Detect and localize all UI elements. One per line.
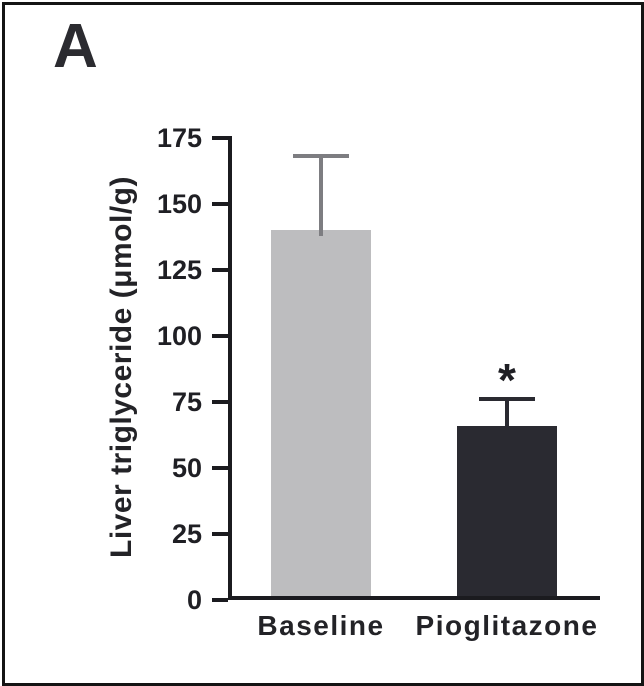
y-tick-175 bbox=[212, 136, 228, 140]
y-tick-label-175: 175 bbox=[156, 123, 202, 153]
plot-area: 0 25 50 75 100 125 150 175 * bbox=[157, 124, 600, 614]
significance-marker-pioglitazone: * bbox=[498, 353, 516, 406]
error-bar-pioglitazone bbox=[505, 396, 509, 432]
x-category-label-pioglitazone: Pioglitazone bbox=[415, 610, 599, 641]
y-axis-line bbox=[228, 136, 232, 600]
y-tick-100 bbox=[212, 334, 228, 338]
error-cap-baseline bbox=[293, 153, 349, 158]
y-tick-label-0: 0 bbox=[186, 585, 202, 615]
panel-label: A bbox=[53, 12, 98, 81]
error-bar-baseline bbox=[319, 153, 323, 237]
y-tick-label-25: 25 bbox=[171, 519, 202, 549]
y-tick-0 bbox=[212, 598, 228, 602]
x-axis-line bbox=[228, 596, 600, 600]
y-tick-75 bbox=[212, 400, 228, 404]
y-tick-125 bbox=[212, 268, 228, 272]
y-tick-150 bbox=[212, 202, 228, 206]
x-axis-labels: Baseline Pioglitazone bbox=[228, 610, 600, 652]
y-tick-25 bbox=[212, 532, 228, 536]
error-cap-pioglitazone bbox=[479, 396, 535, 401]
bar-baseline bbox=[271, 230, 371, 596]
x-category-label-baseline: Baseline bbox=[257, 610, 385, 641]
y-tick-label-75: 75 bbox=[171, 387, 202, 417]
y-tick-label-125: 125 bbox=[156, 255, 202, 285]
y-tick-label-50: 50 bbox=[171, 453, 202, 483]
y-tick-50 bbox=[212, 466, 228, 470]
y-tick-label-100: 100 bbox=[156, 321, 202, 351]
y-tick-label-150: 150 bbox=[156, 189, 202, 219]
bar-pioglitazone bbox=[457, 425, 557, 596]
y-axis-title: Liver triglyceride (μmol/g) bbox=[105, 176, 138, 558]
